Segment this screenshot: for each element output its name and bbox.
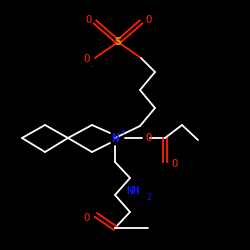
Text: O: O [145,15,151,25]
Text: O: O [85,15,91,25]
Text: O: O [83,54,89,64]
Text: ⁻: ⁻ [88,64,94,72]
Text: O: O [84,213,90,223]
Text: NH: NH [126,186,140,196]
Text: O: O [146,133,152,143]
Text: 2: 2 [146,192,152,202]
Text: S: S [114,37,121,47]
Text: N: N [111,132,119,144]
Text: +: + [120,128,126,136]
Text: O: O [171,159,177,169]
